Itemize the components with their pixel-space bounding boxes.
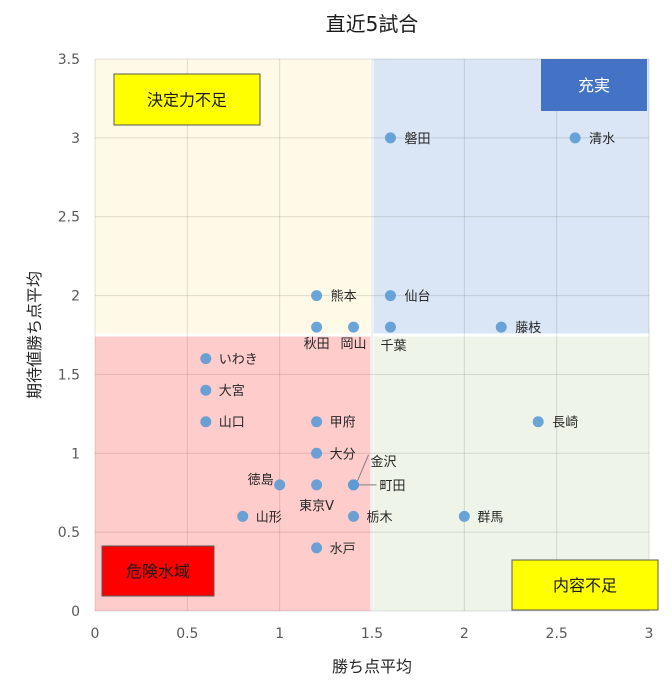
y-tick-label: 3.5 [58,52,80,68]
data-point [495,321,507,333]
data-point [200,384,212,396]
point-label: 藤枝 [515,321,541,336]
y-axis-title: 期待値勝ち点平均 [25,271,44,399]
point-label: 山口 [219,416,245,431]
point-label: 群馬 [477,510,503,525]
quadrant-label-jujitsu-box [541,59,647,111]
data-point [311,290,323,302]
quadrant-label-kiken-text: 危険水域 [126,562,190,581]
leader-lines [357,454,377,486]
data-point [311,479,323,491]
point-label: 徳島 [248,473,274,488]
y-tick-label: 1 [71,446,80,462]
data-point [274,479,286,491]
quadrant-label-kettei-text: 決定力不足 [147,91,227,110]
data-point [311,447,323,459]
quadrant-label-naiyou-box [511,559,659,611]
data-point [311,542,323,554]
point-label: 大宮 [219,383,245,399]
point-label: 甲府 [330,416,356,431]
leader-line-kanazawa [357,454,369,482]
y-tick-label: 1.5 [58,367,80,383]
data-point [532,416,544,428]
point-label: 東京V [299,498,334,514]
point-label: 磐田 [404,132,430,147]
point-label: 清水 [589,132,615,147]
point-label: 千葉 [380,339,406,354]
quadrant-label-jujitsu-text: 充実 [578,76,610,95]
point-label: いわき [219,353,258,368]
point-label: 熊本 [331,289,357,305]
data-point [384,290,396,302]
point-label: 栃木 [367,510,393,525]
data-point [384,132,396,144]
y-tick-label: 0 [71,604,80,620]
x-tick-label: 1 [275,626,284,642]
x-tick-label: 0.5 [176,626,198,642]
data-point [311,416,323,428]
point-label: 金沢 [371,454,397,470]
x-tick-label: 0 [91,626,100,642]
point-label: 長崎 [552,416,578,431]
quadrant-label-naiyou-text: 内容不足 [553,576,617,595]
x-tick-label: 2.5 [546,626,568,642]
x-tick-label: 1.5 [361,626,383,642]
y-tick-label: 0.5 [58,525,80,541]
point-label: 町田 [380,479,406,494]
quadrant-label-kiken-box [101,545,215,597]
x-axis-title: 勝ち点平均 [332,657,412,676]
data-point [348,479,360,491]
point-label: 大分 [330,447,356,462]
data-point [569,132,581,144]
data-point [458,510,470,522]
point-label: 岡山 [341,337,367,352]
data-point [348,510,360,522]
data-point [311,321,323,333]
x-tick-label: 2 [460,626,469,642]
axis-ticks: 0 0.5 1 1.5 2 2.5 3 0 0.5 1 1.5 2 2.5 3 3.5 [58,52,654,642]
chart-title: 直近5試合 [326,12,419,36]
y-tick-label: 3 [71,131,80,147]
data-points [200,132,581,554]
quadrant-label-kettei-box [113,73,261,126]
data-point [348,321,360,333]
y-tick-label: 2.5 [58,210,80,226]
x-tick-label: 3 [645,626,654,642]
point-label: 水戸 [330,542,356,557]
data-point [237,510,249,522]
y-tick-label: 2 [71,289,80,305]
data-point [384,321,396,333]
data-point [200,353,212,365]
data-point [200,416,212,428]
point-label: 山形 [256,510,282,525]
point-label: 秋田 [304,337,330,352]
point-label: 仙台 [404,290,430,305]
